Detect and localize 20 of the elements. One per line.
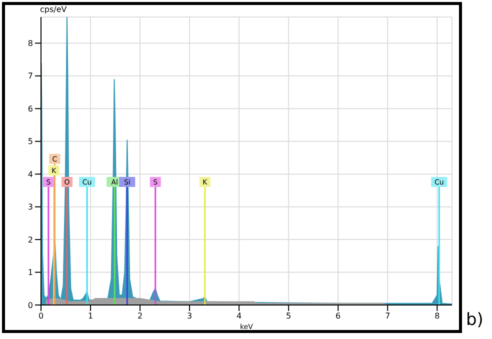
y-tick-label: 4 bbox=[28, 170, 33, 179]
y-axis-title: cps/eV bbox=[40, 5, 67, 14]
x-tick-label: 1 bbox=[88, 312, 94, 321]
y-tick-label: 1 bbox=[28, 268, 33, 278]
y-tick-label: 0 bbox=[28, 300, 33, 310]
x-tick-label: 4 bbox=[236, 312, 242, 321]
y-tick-label: 3 bbox=[28, 202, 33, 212]
x-tick-label: 6 bbox=[336, 312, 341, 321]
x-tick-label: 5 bbox=[286, 312, 292, 321]
y-tick-label: 8 bbox=[28, 39, 33, 48]
x-tick-label: 0 bbox=[38, 312, 44, 321]
x-tick-label: 8 bbox=[434, 312, 440, 321]
x-tick-label: 2 bbox=[137, 312, 143, 321]
y-tick-label: 2 bbox=[28, 235, 33, 244]
y-tick-label: 6 bbox=[28, 104, 33, 114]
x-tick-label: 3 bbox=[187, 312, 192, 321]
y-tick-label: 7 bbox=[28, 72, 33, 81]
x-tick-label: 7 bbox=[385, 312, 390, 321]
y-tick-label: 5 bbox=[28, 137, 33, 146]
text: b) bbox=[466, 310, 484, 330]
